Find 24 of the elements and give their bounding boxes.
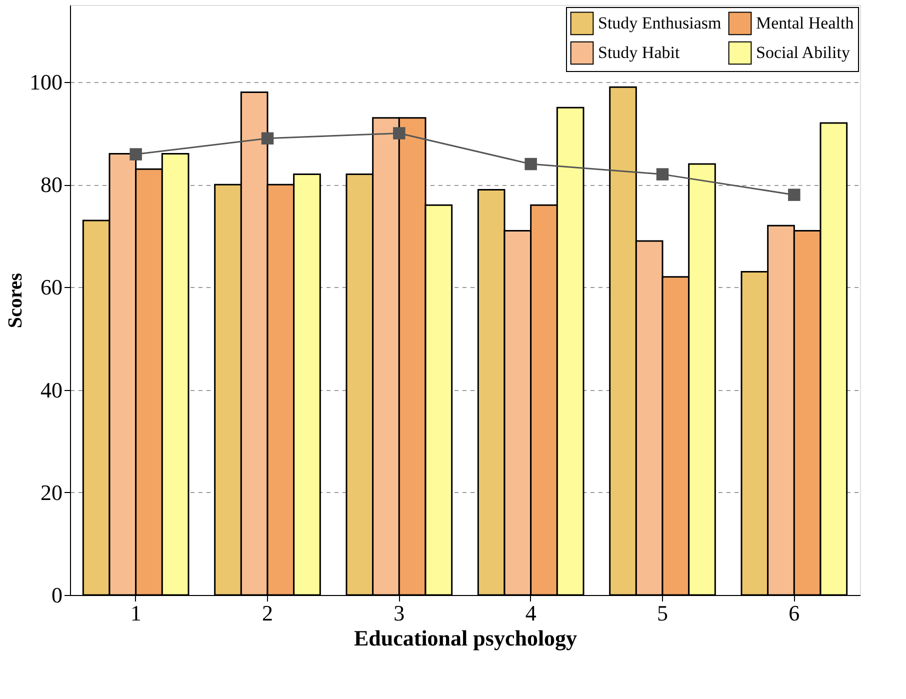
x-tick-label: 6	[788, 600, 800, 626]
legend-label: Social Ability	[756, 43, 850, 62]
legend-label: Mental Health	[756, 13, 854, 32]
x-axis-title: Educational psychology	[354, 626, 578, 650]
point	[524, 158, 537, 170]
x-tick-label: 5	[657, 600, 668, 626]
y-tick-label: 20	[40, 480, 62, 505]
x-tick-label: 4	[525, 600, 536, 626]
point	[261, 132, 274, 145]
y-tick-label: 0	[52, 582, 62, 608]
y-axis-title: Scores	[4, 272, 26, 328]
y-tick-label: 40	[40, 377, 62, 402]
legend-label: Study Enthusiasm	[598, 13, 722, 32]
point	[656, 168, 669, 180]
point	[130, 148, 142, 160]
point	[393, 127, 406, 140]
y-tick-label: 100	[30, 69, 62, 94]
y-tick-label: 60	[40, 274, 62, 300]
x-tick-label: 2	[262, 600, 273, 626]
x-tick-label: 3	[394, 600, 405, 626]
x-tick-label: 1	[130, 600, 142, 626]
point	[788, 188, 800, 201]
legend-label: Study Habit	[598, 43, 680, 62]
y-tick-label: 80	[40, 172, 62, 198]
